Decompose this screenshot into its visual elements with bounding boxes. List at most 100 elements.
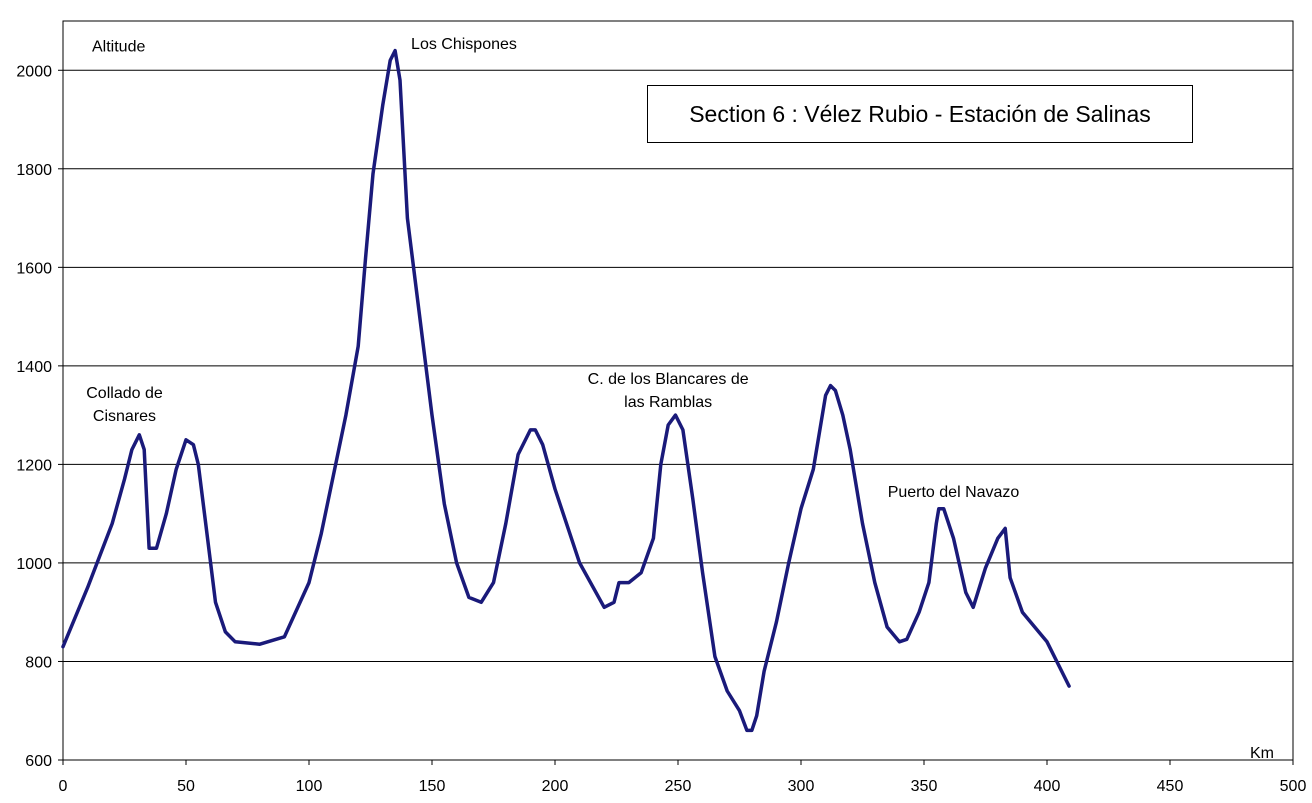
annotation-3-line-0: C. de los Blancares de xyxy=(588,371,749,388)
data-point xyxy=(381,103,384,106)
data-point xyxy=(681,428,685,432)
data-point xyxy=(738,709,741,712)
data-point xyxy=(812,468,815,471)
data-point xyxy=(691,497,694,501)
y-tick-label-1000: 1000 xyxy=(16,556,52,573)
data-point xyxy=(1067,684,1071,688)
data-point xyxy=(885,625,889,629)
data-point xyxy=(942,507,945,510)
data-point xyxy=(184,438,188,441)
data-point xyxy=(1008,576,1012,579)
y-tick-label-800: 800 xyxy=(25,654,52,671)
data-point xyxy=(455,561,458,565)
data-point xyxy=(553,487,557,491)
data-point xyxy=(529,428,532,432)
data-point xyxy=(344,413,348,417)
data-point xyxy=(197,463,200,466)
data-point xyxy=(393,49,397,52)
data-point xyxy=(603,606,606,609)
series-line xyxy=(61,48,1071,733)
data-point xyxy=(398,78,402,82)
data-point xyxy=(364,256,367,259)
data-point xyxy=(204,522,207,525)
data-point xyxy=(745,729,749,732)
data-point xyxy=(762,670,766,673)
chart-title: Section 6 : Vélez Rubio - Estación de Sa… xyxy=(647,85,1193,143)
data-point xyxy=(627,581,630,584)
data-point xyxy=(787,561,790,565)
data-point xyxy=(430,413,434,417)
data-point xyxy=(320,532,323,535)
data-point xyxy=(234,640,237,643)
data-point xyxy=(639,571,643,574)
x-tick-label-250: 250 xyxy=(665,778,692,795)
data-point xyxy=(824,394,827,397)
x-tick-label-0: 0 xyxy=(59,778,68,795)
x-tick-label-300: 300 xyxy=(788,778,815,795)
data-point xyxy=(617,581,621,584)
data-point xyxy=(86,586,89,589)
data-point xyxy=(701,571,704,574)
data-point xyxy=(534,428,537,432)
data-point xyxy=(984,566,987,570)
data-point xyxy=(388,59,392,62)
data-point xyxy=(659,463,662,466)
data-point xyxy=(130,448,134,451)
data-point xyxy=(123,477,126,481)
data-point xyxy=(834,389,837,392)
data-point xyxy=(755,714,758,717)
data-point xyxy=(927,581,931,584)
data-point xyxy=(492,581,495,584)
data-point xyxy=(666,423,670,427)
data-point xyxy=(799,507,803,510)
data-point xyxy=(964,591,968,594)
data-point xyxy=(307,581,311,584)
data-point xyxy=(224,630,227,634)
y-tick-label-1800: 1800 xyxy=(16,162,52,179)
data-point xyxy=(612,601,616,604)
data-point xyxy=(258,643,261,646)
data-point xyxy=(713,655,717,658)
data-point xyxy=(332,473,335,476)
data-point xyxy=(516,453,520,456)
x-tick-label-200: 200 xyxy=(542,778,569,795)
data-point xyxy=(283,635,286,639)
data-point xyxy=(937,507,940,510)
y-tick-label-600: 600 xyxy=(25,753,52,770)
data-point xyxy=(952,537,955,540)
data-point xyxy=(861,522,864,525)
data-point xyxy=(750,729,753,732)
data-point xyxy=(467,596,471,599)
x-tick-label-450: 450 xyxy=(1157,778,1184,795)
data-point xyxy=(192,443,195,446)
y-tick-label-2000: 2000 xyxy=(16,63,52,80)
y-tick-label-1600: 1600 xyxy=(16,260,52,277)
data-point xyxy=(578,561,581,565)
data-point xyxy=(138,433,141,437)
annotation-3-line-1: las Ramblas xyxy=(624,394,712,411)
data-point xyxy=(1045,640,1049,643)
data-point xyxy=(155,546,158,550)
data-point xyxy=(1021,611,1024,614)
y-tick-label-1200: 1200 xyxy=(16,457,52,474)
x-tick-label-350: 350 xyxy=(911,778,938,795)
y-tick-label-1400: 1400 xyxy=(16,359,52,376)
x-tick-label-100: 100 xyxy=(296,778,323,795)
data-point xyxy=(652,537,655,540)
data-point xyxy=(147,546,151,550)
x-tick-label-150: 150 xyxy=(419,778,446,795)
data-point xyxy=(142,448,146,451)
annotation-2-line-0: Collado de xyxy=(86,385,163,402)
data-point xyxy=(996,537,999,540)
data-point xyxy=(674,413,677,417)
data-point xyxy=(174,468,178,471)
data-point xyxy=(972,606,975,609)
annotation-1-line-0: Los Chispones xyxy=(411,36,517,53)
data-point xyxy=(61,645,65,648)
data-point xyxy=(371,172,375,175)
x-tick-label-400: 400 xyxy=(1034,778,1061,795)
data-point xyxy=(504,522,507,525)
data-point xyxy=(480,601,483,604)
